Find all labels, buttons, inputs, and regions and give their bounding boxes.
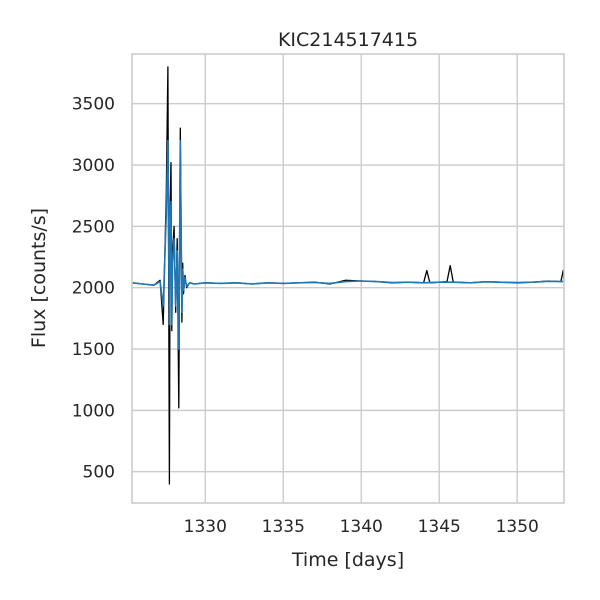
x-tick-labels: 1330 1335 1340 1345 1350 [184, 517, 539, 537]
x-axis-label: Time [days] [291, 549, 404, 571]
y-tick-label: 3500 [72, 95, 115, 115]
model-flux-line [131, 139, 565, 350]
y-tick-label: 3000 [72, 156, 115, 176]
x-tick-label: 1330 [184, 517, 227, 537]
x-gridlines [204, 54, 518, 503]
raw-flux-line [131, 66, 565, 485]
y-tick-label: 1000 [72, 401, 115, 421]
x-tick-label: 1335 [262, 517, 305, 537]
x-tick-label: 1350 [496, 517, 539, 537]
chart-title: KIC214517415 [278, 29, 418, 51]
y-tick-labels: 500 1000 1500 2000 2500 3000 3500 [72, 95, 115, 483]
y-tick-label: 2500 [72, 217, 115, 237]
y-tick-label: 1500 [72, 340, 115, 360]
y-tick-label: 2000 [72, 279, 115, 299]
x-tick-label: 1345 [418, 517, 461, 537]
y-axis-label: Flux [counts/s] [28, 208, 50, 348]
y-gridlines [132, 102, 564, 473]
plot-frame [131, 53, 565, 504]
y-tick-label: 500 [83, 463, 115, 483]
series-lines [131, 66, 565, 485]
x-tick-label: 1340 [340, 517, 383, 537]
